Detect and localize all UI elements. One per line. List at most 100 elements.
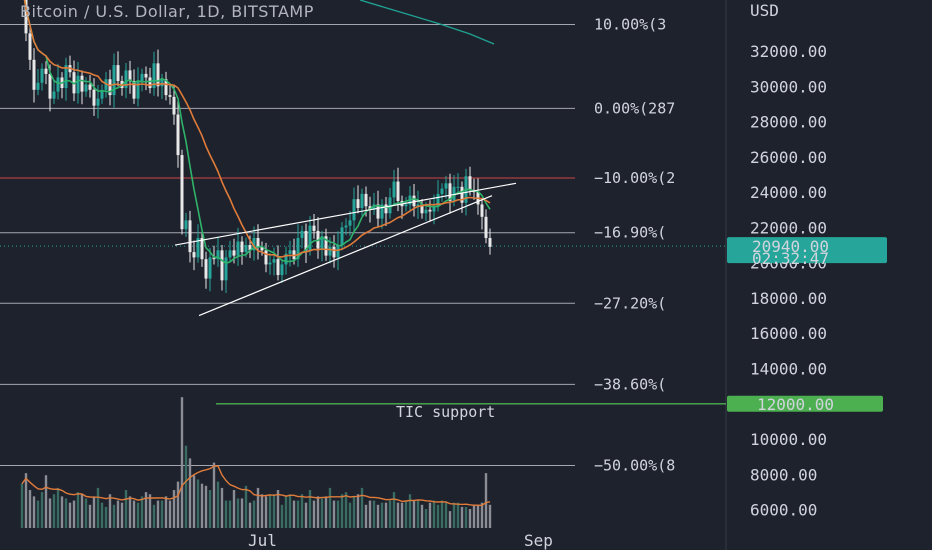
volume-bar — [444, 502, 448, 528]
candle-body — [208, 257, 212, 279]
fib-levels: 10.00%(3 0.00%(287 −10.00%(2 −16.90%(−27.20… — [0, 16, 726, 475]
volume-bar — [180, 397, 184, 528]
volume-bar — [420, 504, 424, 528]
volume-bar — [132, 500, 136, 528]
price-tick-label: 8000.00 — [750, 465, 817, 484]
volume-bar — [184, 445, 188, 528]
candle-body — [240, 241, 244, 253]
wedge-upper-line — [174, 182, 517, 246]
candle-body — [100, 89, 104, 99]
candle-body — [364, 193, 368, 207]
volume-bar — [468, 509, 472, 528]
candle-body — [220, 250, 224, 281]
volume-bar — [404, 500, 408, 528]
volume-bar — [356, 494, 360, 528]
fib-label: −38.60%( — [594, 375, 666, 393]
volume-bar — [268, 494, 272, 528]
candle-body — [148, 77, 152, 89]
volume-bar — [312, 500, 316, 528]
volume-bar — [196, 479, 200, 528]
candle-body — [152, 63, 156, 89]
price-tick-label: 26000.00 — [750, 148, 827, 167]
volume-bar — [368, 500, 372, 528]
candle-body — [404, 204, 408, 207]
candle-body — [428, 209, 432, 212]
volume-bar — [136, 502, 140, 528]
candle-body — [248, 245, 252, 251]
fib-label: −27.20%( — [594, 294, 666, 312]
volume-bar — [96, 487, 100, 528]
volume-bar — [448, 511, 452, 528]
candle-body — [108, 79, 112, 96]
volume-bar — [164, 496, 168, 528]
volume-bar — [416, 500, 420, 528]
volume-bar — [364, 504, 368, 528]
volume-bar — [296, 500, 300, 528]
price-tick-label: 10000.00 — [750, 430, 827, 449]
moving-averages — [23, 0, 495, 265]
candle-body — [396, 181, 400, 201]
candle-body — [192, 252, 196, 258]
candle-body — [276, 259, 280, 276]
candle-body — [308, 225, 312, 251]
volume-bar — [228, 500, 232, 528]
candle-body — [56, 77, 60, 92]
volume-bar — [412, 500, 416, 528]
candle-body — [40, 68, 44, 83]
price-tick-label: 18000.00 — [750, 289, 827, 308]
volume-bar — [128, 496, 132, 528]
candle-body — [456, 186, 460, 188]
volume-bar — [68, 502, 72, 528]
candle-body — [260, 246, 264, 251]
volume-bars — [20, 397, 492, 528]
fib-label: 0.00%(287 — [594, 99, 675, 117]
volume-bar — [84, 498, 88, 528]
volume-bar — [424, 509, 428, 528]
fib-label: −50.00%(8 — [594, 457, 675, 475]
candle-body — [64, 65, 68, 89]
volume-bar — [320, 498, 324, 528]
price-tick-label: 32000.00 — [750, 42, 827, 61]
volume-bar — [48, 498, 52, 528]
candle-body — [80, 75, 84, 92]
volume-bar — [216, 481, 220, 528]
candle-body — [372, 204, 376, 210]
volume-bar — [152, 504, 156, 528]
candle-body — [436, 193, 440, 207]
volume-bar — [348, 502, 352, 528]
volume-bar — [204, 485, 208, 528]
volume-bar — [40, 492, 44, 528]
volume-bar — [200, 483, 204, 528]
candle-body — [168, 95, 172, 97]
candle-body — [360, 193, 364, 208]
candle-body — [216, 250, 220, 260]
volume-bar — [248, 502, 252, 528]
volume-bar — [464, 506, 468, 528]
volume-bar — [24, 473, 28, 528]
candle-body — [28, 33, 32, 60]
candle-body — [412, 195, 416, 207]
volume-bar — [260, 494, 264, 528]
volume-bar — [220, 487, 224, 528]
volume-bar — [408, 494, 412, 528]
volume-bar — [328, 487, 332, 528]
candle-body — [228, 250, 232, 258]
candle-body — [300, 230, 304, 238]
price-tick-label: 16000.00 — [750, 324, 827, 343]
volume-bar — [92, 496, 96, 528]
volume-bar — [300, 494, 304, 528]
volume-bar — [208, 490, 212, 528]
candle-body — [320, 236, 324, 249]
candle-body — [176, 114, 180, 156]
candle-body — [452, 186, 456, 201]
candle-body — [136, 80, 140, 99]
volume-bar — [396, 502, 400, 528]
volume-bar — [272, 494, 276, 528]
volume-bar — [480, 502, 484, 528]
candle-body — [236, 241, 240, 256]
candle-body — [32, 59, 36, 90]
volume-bar — [432, 500, 436, 528]
volume-bar — [256, 487, 260, 528]
candle-body — [448, 183, 452, 201]
